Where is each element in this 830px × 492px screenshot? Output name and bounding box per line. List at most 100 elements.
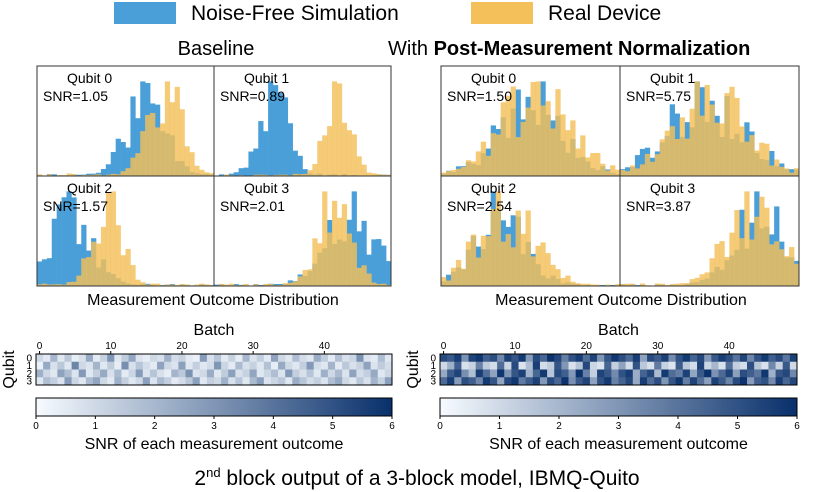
heatmap-cell bbox=[475, 369, 484, 378]
heatmap-cell bbox=[149, 369, 158, 378]
heatmap-xtick-label: 30 bbox=[248, 341, 260, 352]
heatmap-cell bbox=[789, 377, 798, 386]
heatmap-cell bbox=[632, 354, 641, 363]
heatmap-cell bbox=[178, 361, 186, 370]
hist-bar-real bbox=[341, 122, 348, 176]
heatmap-cell bbox=[732, 361, 741, 370]
heatmap-cell bbox=[164, 361, 172, 370]
heatmap-cell bbox=[525, 361, 534, 370]
heatmap-cell bbox=[221, 354, 229, 363]
hist-bar-real bbox=[610, 165, 616, 176]
hist-bar-real bbox=[81, 258, 87, 286]
heatmap-cell bbox=[363, 354, 372, 363]
hist-bar-real bbox=[605, 170, 611, 176]
hist-bar-real bbox=[684, 138, 690, 176]
heatmap-cell bbox=[639, 369, 648, 378]
colorbar-tick-label: 6 bbox=[794, 421, 800, 432]
heatmap-cell bbox=[171, 377, 179, 386]
hist-bar-real bbox=[749, 239, 755, 286]
heatmap-cell bbox=[377, 361, 386, 370]
hist-bar-real bbox=[317, 243, 323, 286]
hist-bar-real bbox=[322, 135, 328, 176]
hist-bar-real bbox=[510, 86, 516, 176]
heatmap-cell bbox=[107, 369, 115, 378]
heatmap-cell bbox=[164, 377, 172, 386]
heatmap-cell bbox=[342, 377, 350, 386]
heatmap-cell bbox=[349, 354, 357, 363]
heatmap-cell bbox=[554, 377, 562, 386]
heatmap-cell bbox=[639, 377, 648, 386]
heatmap-cell bbox=[661, 361, 669, 370]
heatmap-cell bbox=[454, 369, 462, 378]
hist-bar-real bbox=[91, 241, 97, 286]
heatmap-cell bbox=[185, 369, 194, 378]
hist-bar-sim bbox=[243, 167, 249, 176]
hist-bar-real bbox=[268, 283, 274, 286]
heatmap-cell bbox=[739, 369, 748, 378]
heatmap-cell bbox=[157, 354, 165, 363]
heatmap-cell bbox=[114, 369, 122, 378]
heatmap-cell bbox=[128, 361, 137, 370]
heatmap-cell bbox=[278, 377, 286, 386]
heatmap-cell bbox=[697, 369, 705, 378]
heatmap-cell bbox=[725, 377, 734, 386]
hist-bar-real bbox=[629, 165, 636, 176]
heatmap-cell bbox=[639, 361, 648, 370]
hist-bar-real bbox=[724, 257, 730, 286]
hist-bar-real bbox=[624, 171, 631, 176]
hist-bar-real bbox=[659, 283, 666, 286]
heatmap-cell bbox=[675, 377, 684, 386]
hist-bar-real bbox=[169, 102, 175, 176]
hist-bar-real bbox=[784, 168, 790, 176]
hist-bar-real bbox=[570, 281, 576, 286]
heatmap-cell bbox=[370, 369, 379, 378]
histogram-grid-normalized: Qubit 0 SNR=1.50 Qubit 1 SNR=5.75 Qubit 2 SNR… bbox=[440, 65, 800, 287]
hist-bar-real bbox=[327, 126, 333, 176]
heatmap-cell bbox=[489, 377, 498, 386]
hist-bar-sim bbox=[258, 284, 264, 286]
heatmap-cell bbox=[135, 369, 144, 378]
hist-bar-real bbox=[130, 157, 136, 176]
hist-bar-real bbox=[550, 264, 556, 286]
hist-bar-sim bbox=[515, 89, 521, 176]
hist-bar-real bbox=[525, 107, 531, 176]
hist-bar-sim bbox=[115, 138, 121, 176]
heatmap-cell bbox=[78, 361, 87, 370]
heatmap-cell bbox=[711, 377, 719, 386]
heatmap-cell bbox=[597, 369, 605, 378]
hist-bar-real bbox=[441, 277, 447, 286]
heatmap-cell bbox=[511, 361, 519, 370]
heatmap-cell bbox=[711, 361, 719, 370]
heatmap-cell bbox=[327, 369, 336, 378]
hist-bar-real bbox=[639, 283, 646, 286]
hist-bar-real bbox=[371, 282, 377, 286]
hist-bar-real bbox=[332, 81, 338, 176]
heatmap-cell bbox=[221, 369, 229, 378]
colorbar-tick-label: 3 bbox=[616, 421, 622, 432]
heatmap-cell bbox=[532, 354, 541, 363]
hist-bar-real bbox=[575, 283, 581, 286]
heatmap-cell bbox=[482, 377, 491, 386]
hist-bar-real bbox=[450, 267, 457, 286]
heatmap-cell bbox=[654, 361, 662, 370]
heatmap-cell bbox=[582, 377, 591, 386]
heatmap-cell bbox=[71, 361, 80, 370]
heatmap-cell bbox=[468, 369, 477, 378]
heatmap-cell bbox=[199, 369, 208, 378]
hist-bar-real bbox=[664, 130, 671, 176]
heatmap-cell bbox=[128, 377, 137, 386]
heatmap-cell bbox=[228, 377, 236, 386]
heatmap-cell bbox=[618, 377, 627, 386]
hist-bar-real bbox=[769, 244, 775, 286]
hist-bar-real bbox=[739, 126, 745, 176]
hist-bar-real bbox=[351, 134, 357, 176]
hist-bar-sim bbox=[302, 169, 308, 176]
hist-bar-real bbox=[505, 234, 511, 286]
hist-bar-sim bbox=[634, 155, 641, 176]
legend-label-sim: Noise-Free Simulation bbox=[191, 2, 399, 25]
heatmap-cell bbox=[85, 369, 94, 378]
hist-bar-sim bbox=[110, 152, 116, 176]
heatmap-cell bbox=[711, 369, 719, 378]
heatmap-cell bbox=[36, 369, 44, 378]
hist-bar-real bbox=[346, 233, 352, 286]
